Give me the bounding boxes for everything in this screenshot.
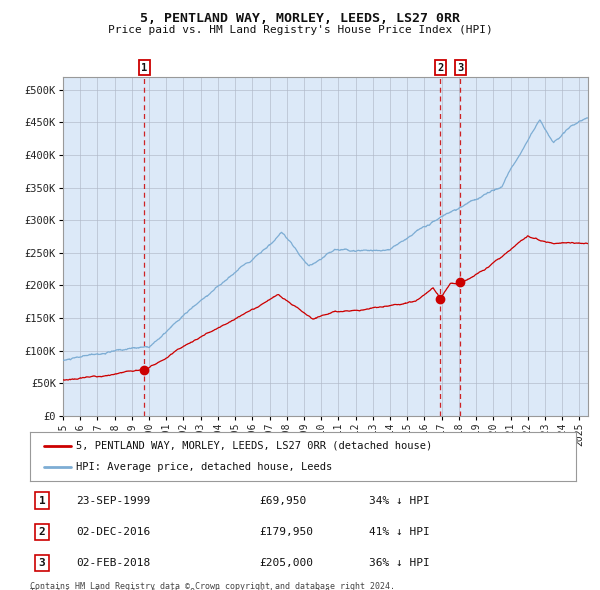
Text: 2: 2: [38, 527, 46, 537]
Text: 5, PENTLAND WAY, MORLEY, LEEDS, LS27 0RR: 5, PENTLAND WAY, MORLEY, LEEDS, LS27 0RR: [140, 12, 460, 25]
Text: 23-SEP-1999: 23-SEP-1999: [76, 496, 151, 506]
Text: £179,950: £179,950: [259, 527, 313, 537]
Text: Contains HM Land Registry data © Crown copyright and database right 2024.: Contains HM Land Registry data © Crown c…: [30, 582, 395, 590]
Text: 02-DEC-2016: 02-DEC-2016: [76, 527, 151, 537]
Text: 5, PENTLAND WAY, MORLEY, LEEDS, LS27 0RR (detached house): 5, PENTLAND WAY, MORLEY, LEEDS, LS27 0RR…: [76, 441, 433, 451]
Text: £205,000: £205,000: [259, 558, 313, 568]
Text: This data is licensed under the Open Government Licence v3.0.: This data is licensed under the Open Gov…: [30, 588, 335, 590]
Text: 2: 2: [437, 63, 443, 73]
Text: £69,950: £69,950: [259, 496, 307, 506]
Text: 1: 1: [141, 63, 148, 73]
Text: 41% ↓ HPI: 41% ↓ HPI: [368, 527, 429, 537]
Text: 34% ↓ HPI: 34% ↓ HPI: [368, 496, 429, 506]
Text: 3: 3: [457, 63, 464, 73]
Text: 1: 1: [38, 496, 46, 506]
Text: 3: 3: [38, 558, 46, 568]
Text: HPI: Average price, detached house, Leeds: HPI: Average price, detached house, Leed…: [76, 462, 332, 472]
Text: 36% ↓ HPI: 36% ↓ HPI: [368, 558, 429, 568]
Text: Price paid vs. HM Land Registry's House Price Index (HPI): Price paid vs. HM Land Registry's House …: [107, 25, 493, 35]
Text: 02-FEB-2018: 02-FEB-2018: [76, 558, 151, 568]
